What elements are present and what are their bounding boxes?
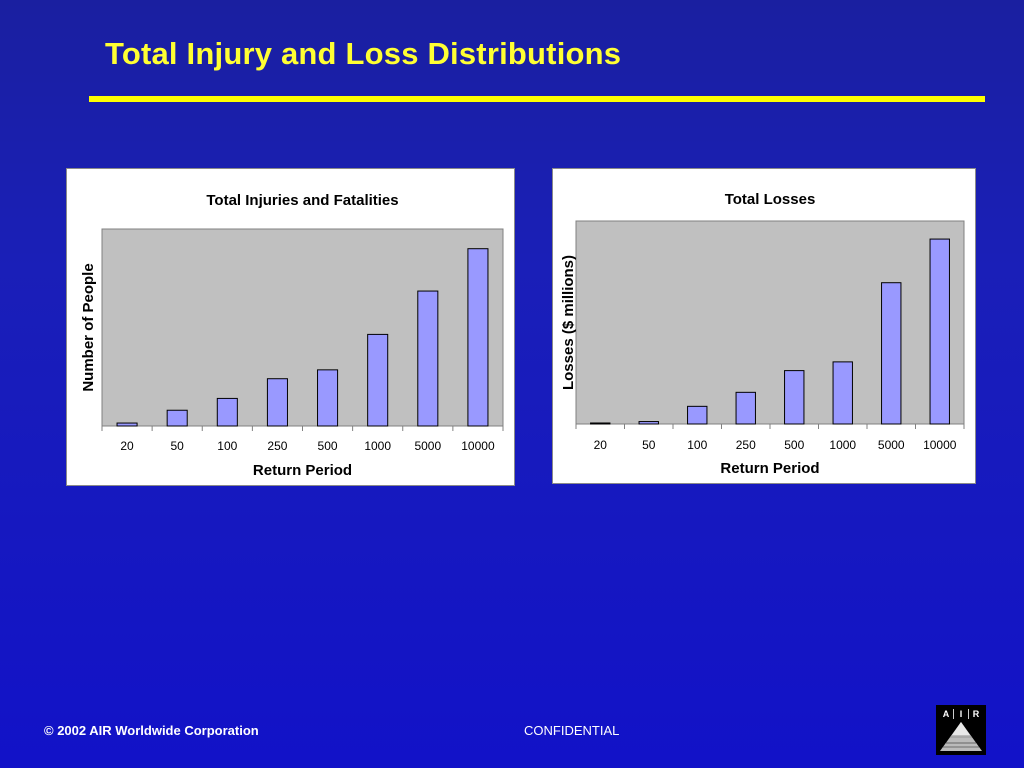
losses-bar bbox=[590, 422, 611, 425]
slide-title: Total Injury and Loss Distributions bbox=[105, 36, 622, 71]
injuries-tick-label: 500 bbox=[318, 439, 338, 453]
losses-bar bbox=[638, 421, 659, 425]
losses-tick-label: 250 bbox=[736, 438, 756, 452]
losses-tick-label: 10000 bbox=[923, 438, 957, 452]
losses-tick-label: 100 bbox=[687, 438, 707, 452]
losses-plot-area bbox=[575, 220, 965, 425]
injuries-tick-label: 50 bbox=[171, 439, 185, 453]
injuries-bar bbox=[116, 422, 138, 427]
injuries-tick-label: 250 bbox=[267, 439, 287, 453]
losses-bar bbox=[687, 405, 708, 425]
losses-tick-label: 500 bbox=[784, 438, 804, 452]
title-underline bbox=[89, 96, 985, 102]
injuries-y-axis-title: Number of People bbox=[80, 263, 97, 391]
losses-bar bbox=[929, 238, 950, 425]
svg-text:R: R bbox=[973, 709, 980, 719]
losses-chart-panel: Total Losses Losses ($ millions) Return Pe… bbox=[552, 168, 976, 484]
footer-copyright: © 2002 AIR Worldwide Corporation bbox=[44, 723, 259, 738]
injuries-bar bbox=[166, 409, 188, 427]
injuries-bar bbox=[266, 378, 288, 427]
injuries-plot-area bbox=[101, 228, 504, 427]
svg-text:A: A bbox=[943, 709, 950, 719]
losses-tick-label: 5000 bbox=[878, 438, 905, 452]
injuries-tick-label: 100 bbox=[217, 439, 237, 453]
losses-bar bbox=[832, 361, 853, 425]
losses-bar bbox=[881, 282, 902, 425]
injuries-bar bbox=[417, 290, 439, 427]
injuries-x-axis-title: Return Period bbox=[253, 462, 352, 479]
air-logo: A I R bbox=[936, 705, 986, 755]
losses-bar bbox=[784, 370, 805, 425]
losses-tick-label: 50 bbox=[642, 438, 656, 452]
losses-tick-label: 1000 bbox=[829, 438, 856, 452]
injuries-bar bbox=[216, 397, 238, 427]
injuries-tick-label: 20 bbox=[120, 439, 134, 453]
losses-bar bbox=[735, 391, 756, 425]
injuries-tick-label: 1000 bbox=[364, 439, 391, 453]
svg-text:I: I bbox=[960, 709, 963, 719]
injuries-chart: Total Injuries and Fatalities Number of P… bbox=[80, 192, 504, 479]
injuries-bar bbox=[467, 248, 489, 427]
losses-chart: Total Losses Losses ($ millions) Return Pe… bbox=[560, 191, 965, 477]
injuries-chart-panel: Total Injuries and Fatalities Number of P… bbox=[66, 168, 515, 486]
losses-x-axis-title: Return Period bbox=[720, 460, 819, 477]
footer-confidential: CONFIDENTIAL bbox=[524, 723, 620, 738]
injuries-bar bbox=[317, 369, 339, 427]
injuries-tick-label: 10000 bbox=[461, 439, 495, 453]
injuries-chart-title: Total Injuries and Fatalities bbox=[206, 192, 398, 209]
losses-tick-label: 20 bbox=[594, 438, 608, 452]
losses-chart-title: Total Losses bbox=[725, 191, 816, 208]
losses-y-axis-title: Losses ($ millions) bbox=[560, 255, 577, 390]
injuries-bar bbox=[367, 333, 389, 427]
injuries-tick-label: 5000 bbox=[414, 439, 441, 453]
